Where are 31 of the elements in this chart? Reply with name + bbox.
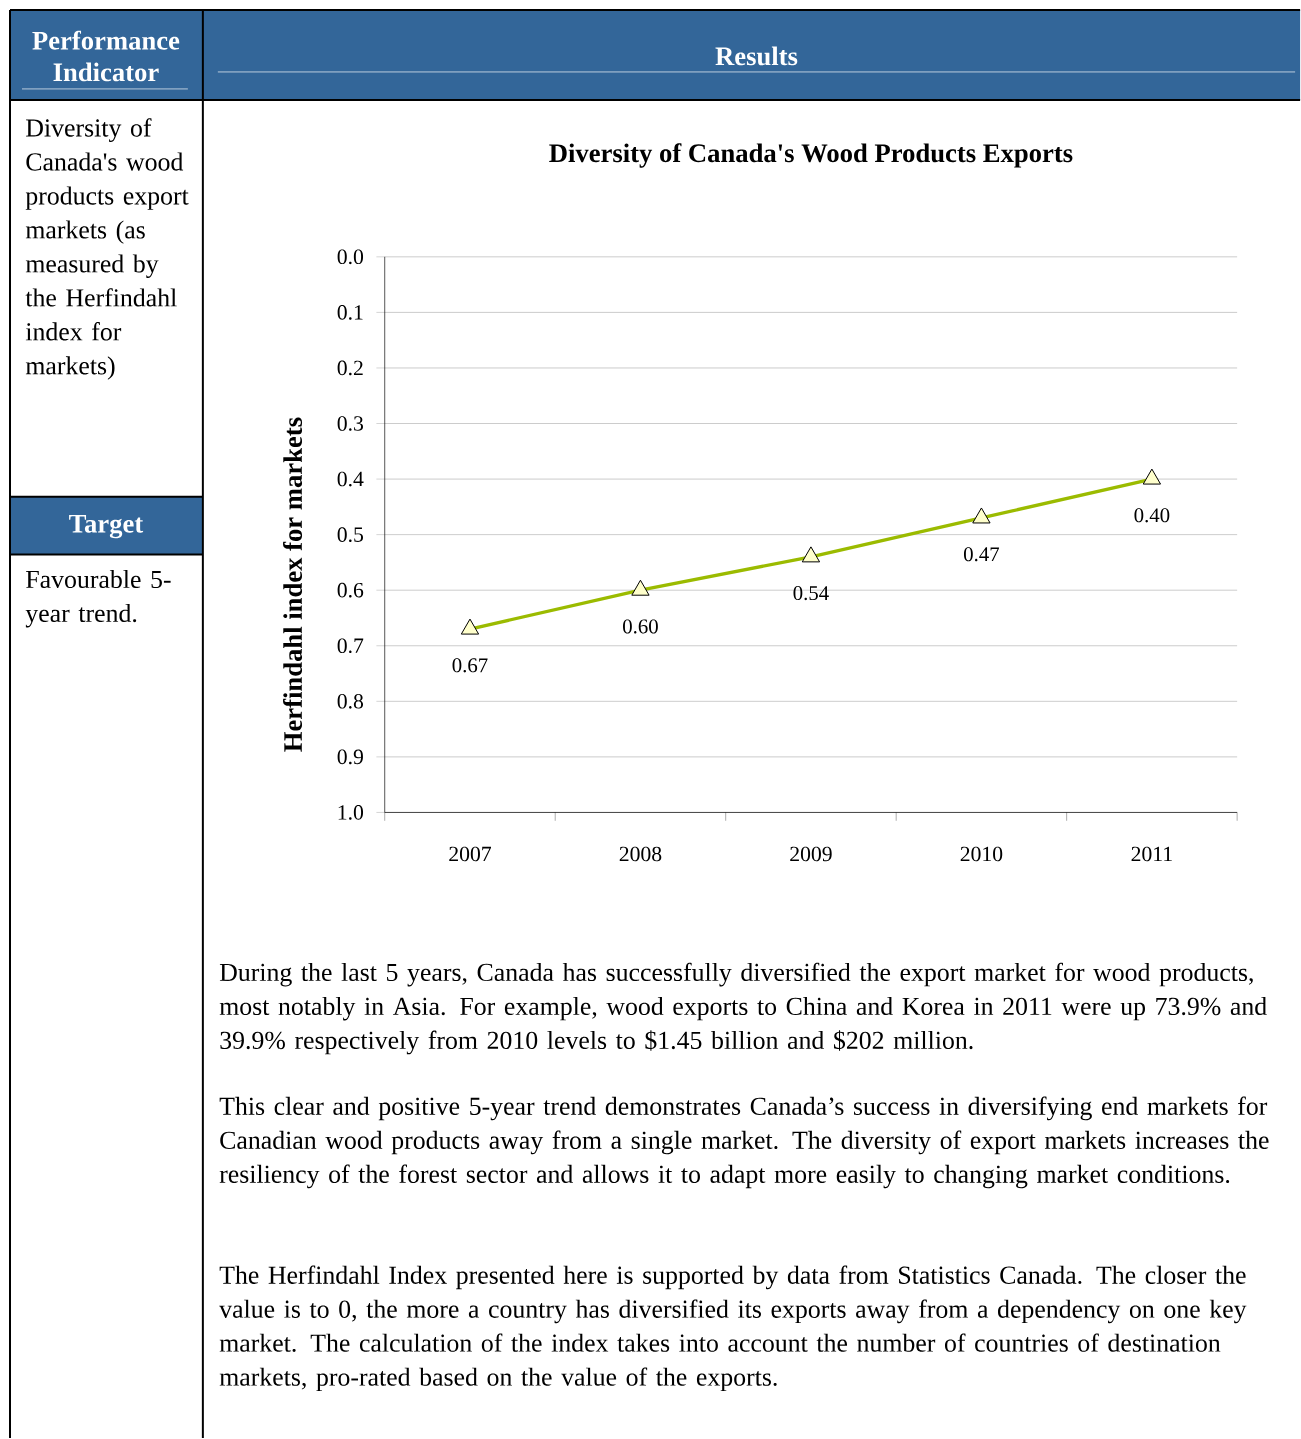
x-tick-label: 2009 — [790, 846, 832, 862]
x-tick-label: 2007 — [449, 846, 491, 862]
data-label: 0.40 — [1134, 508, 1170, 523]
data-label: 0.60 — [622, 619, 658, 634]
x-tick-label: 2010 — [960, 846, 1003, 862]
data-label: 0.67 — [452, 658, 488, 673]
x-tick-label: 2011 — [1131, 846, 1172, 862]
text: Diversity of Canada's wood products export markets (as measured by the Herfindahl index for markets) — [25, 118, 189, 380]
text: Favourable 5-year trend. — [25, 569, 171, 628]
y-tick-label: 0.4 — [337, 471, 364, 487]
y-tick-label: 0.8 — [337, 693, 363, 709]
x-tick-label: 2008 — [619, 846, 662, 862]
y-tick-label: 0.0 — [337, 249, 363, 265]
y-tick-label: 0.1 — [337, 305, 363, 320]
text: Target — [69, 514, 144, 539]
data-label: 0.47 — [963, 547, 999, 562]
y-tick-label: 0.3 — [337, 416, 363, 431]
y-tick-label: 0.5 — [337, 527, 363, 542]
y-tick-label: 1.0 — [338, 805, 363, 820]
text: Performance Indicator — [32, 30, 180, 82]
y-tick-label: 0.2 — [337, 360, 363, 376]
text: This clear and positive 5-year trend demonstrates Canada’s success in diversifying end markets for Canadian wood products away from a single market. The diversity of export markets increases the resiliency of the forest sector and allows it to adapt more easily to changing market conditions. — [219, 1096, 1269, 1189]
y-tick-label: 0.7 — [337, 638, 364, 654]
text: The Herfindahl Index presented here is supported by data from Statistics Canada. The closer the value is to 0, the more a country has diversified its exports away from a dependency on one key market. The calculation of the index takes into account the number of countries of destination markets, pro-rated based on the value of the exports. — [219, 1265, 1247, 1392]
chart-title: Diversity of Canada's Wood Products Exports — [549, 143, 1073, 168]
data-label: 0.54 — [793, 586, 829, 601]
y-tick-label: 0.6 — [337, 582, 364, 598]
text: During the last 5 years, Canada has successfully diversified the export market for wood products, most notably in Asia. For example, wood exports to China and Korea in 2011 were up 73.9% and 39.9% respectively from 2010 levels to $1.45 billion and $202 million. — [219, 962, 1267, 1055]
y-tick-label: 0.9 — [337, 749, 363, 765]
y-axis-title: Herfindahl index for markets — [282, 417, 302, 752]
text: Results — [715, 46, 798, 66]
